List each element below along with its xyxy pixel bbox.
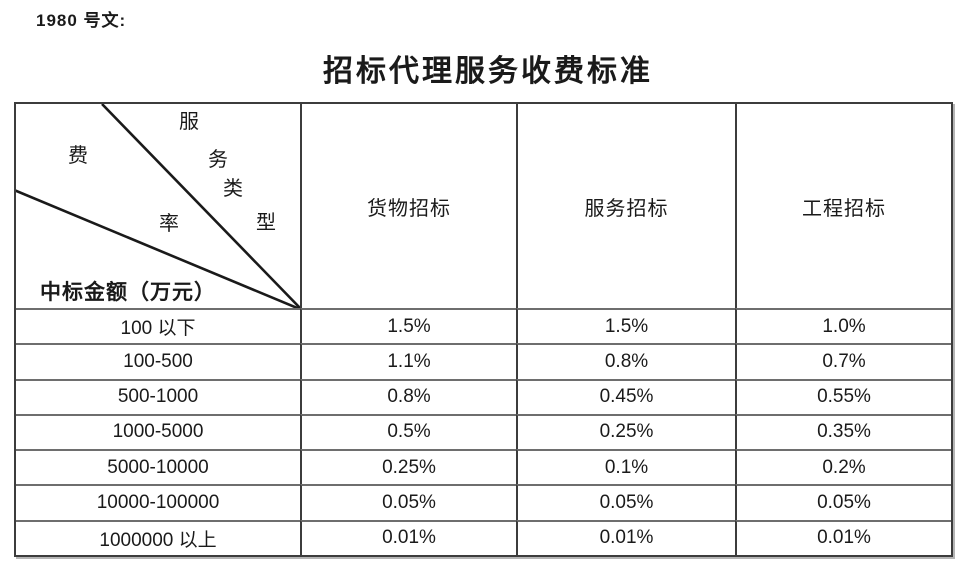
row-label: 10000-100000 xyxy=(16,484,300,519)
column-header-services: 服务招标 xyxy=(516,104,735,308)
table-cell: 1.0% xyxy=(735,308,951,344)
table-cell: 0.01% xyxy=(516,519,735,555)
table-cell: 1.1% xyxy=(300,343,516,379)
table-cell: 0.25% xyxy=(516,413,735,450)
row-label: 500-1000 xyxy=(16,378,300,414)
table-cell: 0.01% xyxy=(300,519,516,555)
table-cell: 0.55% xyxy=(735,378,951,414)
table-cell: 0.35% xyxy=(735,413,951,450)
table-cell: 0.05% xyxy=(300,484,516,520)
corner-fee-rate-char: 率 xyxy=(159,213,179,235)
table-cell: 0.5% xyxy=(300,413,516,450)
table-cell: 0.8% xyxy=(300,378,516,414)
table-cell: 0.8% xyxy=(516,343,735,379)
doc-number-label: 1980 号文: xyxy=(36,11,127,30)
row-label: 5000-10000 xyxy=(16,449,300,484)
table-cell: 0.05% xyxy=(516,484,735,520)
table-cell: 0.05% xyxy=(735,484,951,520)
table-cell: 0.45% xyxy=(516,378,735,414)
row-label: 100 以下 xyxy=(16,308,300,343)
corner-fee-rate-char: 费 xyxy=(68,145,88,167)
row-label: 1000000 以上 xyxy=(16,519,300,555)
column-header-works: 工程招标 xyxy=(735,104,951,308)
column-header-goods: 货物招标 xyxy=(300,104,516,308)
corner-header-cell: 服 务 类 型 费 率 中标金额（万元） xyxy=(16,104,300,308)
table-cell: 0.2% xyxy=(735,449,951,485)
corner-service-type-char: 类 xyxy=(223,178,243,200)
corner-service-type-char: 型 xyxy=(256,212,276,234)
table-cell: 0.1% xyxy=(516,449,735,485)
diagonal-divider-lines xyxy=(16,104,300,308)
corner-service-type-char: 务 xyxy=(208,149,228,171)
page-title: 招标代理服务收费标准 xyxy=(323,55,653,88)
fee-table: 服 务 类 型 费 率 中标金额（万元） 货物招标 服务招标 工程招标 100 … xyxy=(14,102,953,557)
row-label: 100-500 xyxy=(16,343,300,378)
table-cell: 1.5% xyxy=(516,308,735,344)
corner-service-type-char: 服 xyxy=(179,111,199,133)
row-label: 1000-5000 xyxy=(16,413,300,449)
table-cell: 0.25% xyxy=(300,449,516,485)
table-cell: 0.7% xyxy=(735,343,951,379)
table-cell: 1.5% xyxy=(300,308,516,344)
corner-amount-label: 中标金额（万元） xyxy=(40,280,216,304)
table-cell: 0.01% xyxy=(735,519,951,555)
